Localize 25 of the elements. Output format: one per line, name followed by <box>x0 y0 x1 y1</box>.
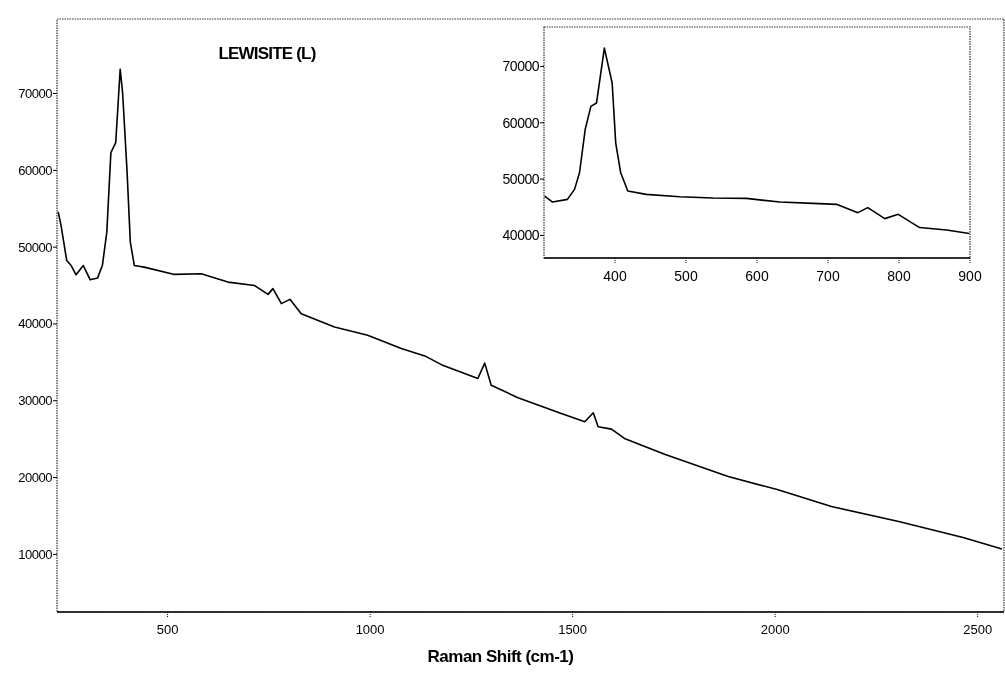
x-tick-label: 400 <box>603 268 627 284</box>
y-tick-label: 30000 <box>18 393 53 409</box>
text: LEWISITE (L) <box>218 44 316 63</box>
y-tick-label: 50000 <box>502 171 540 188</box>
y-tick-label: 50000 <box>18 239 53 255</box>
x-tick-label: 2500 <box>963 622 993 637</box>
x-tick-label: 500 <box>156 622 179 637</box>
line-series <box>544 47 970 235</box>
y-tick-label: 20000 <box>18 470 53 486</box>
y-tick-label: 60000 <box>502 114 540 131</box>
x-tick-label: 2000 <box>760 622 790 637</box>
y-tick-label: 70000 <box>18 86 53 102</box>
x-tick-label: 500 <box>674 268 698 284</box>
x-tick-label: 1500 <box>558 622 588 637</box>
x-tick-label: 600 <box>745 268 769 284</box>
y-tick-label: 10000 <box>18 546 53 562</box>
x-axis-title: Raman Shift (cm-1) <box>427 647 574 666</box>
x-tick-label: 700 <box>816 268 840 284</box>
y-tick-label: 60000 <box>18 162 53 178</box>
x-tick-label: 1000 <box>355 622 385 637</box>
y-tick-label: 40000 <box>502 227 540 244</box>
x-tick-label: 800 <box>887 268 911 284</box>
x-tick-label: 900 <box>958 268 982 284</box>
y-tick-label: 70000 <box>502 58 540 75</box>
y-tick-label: 40000 <box>18 316 53 332</box>
